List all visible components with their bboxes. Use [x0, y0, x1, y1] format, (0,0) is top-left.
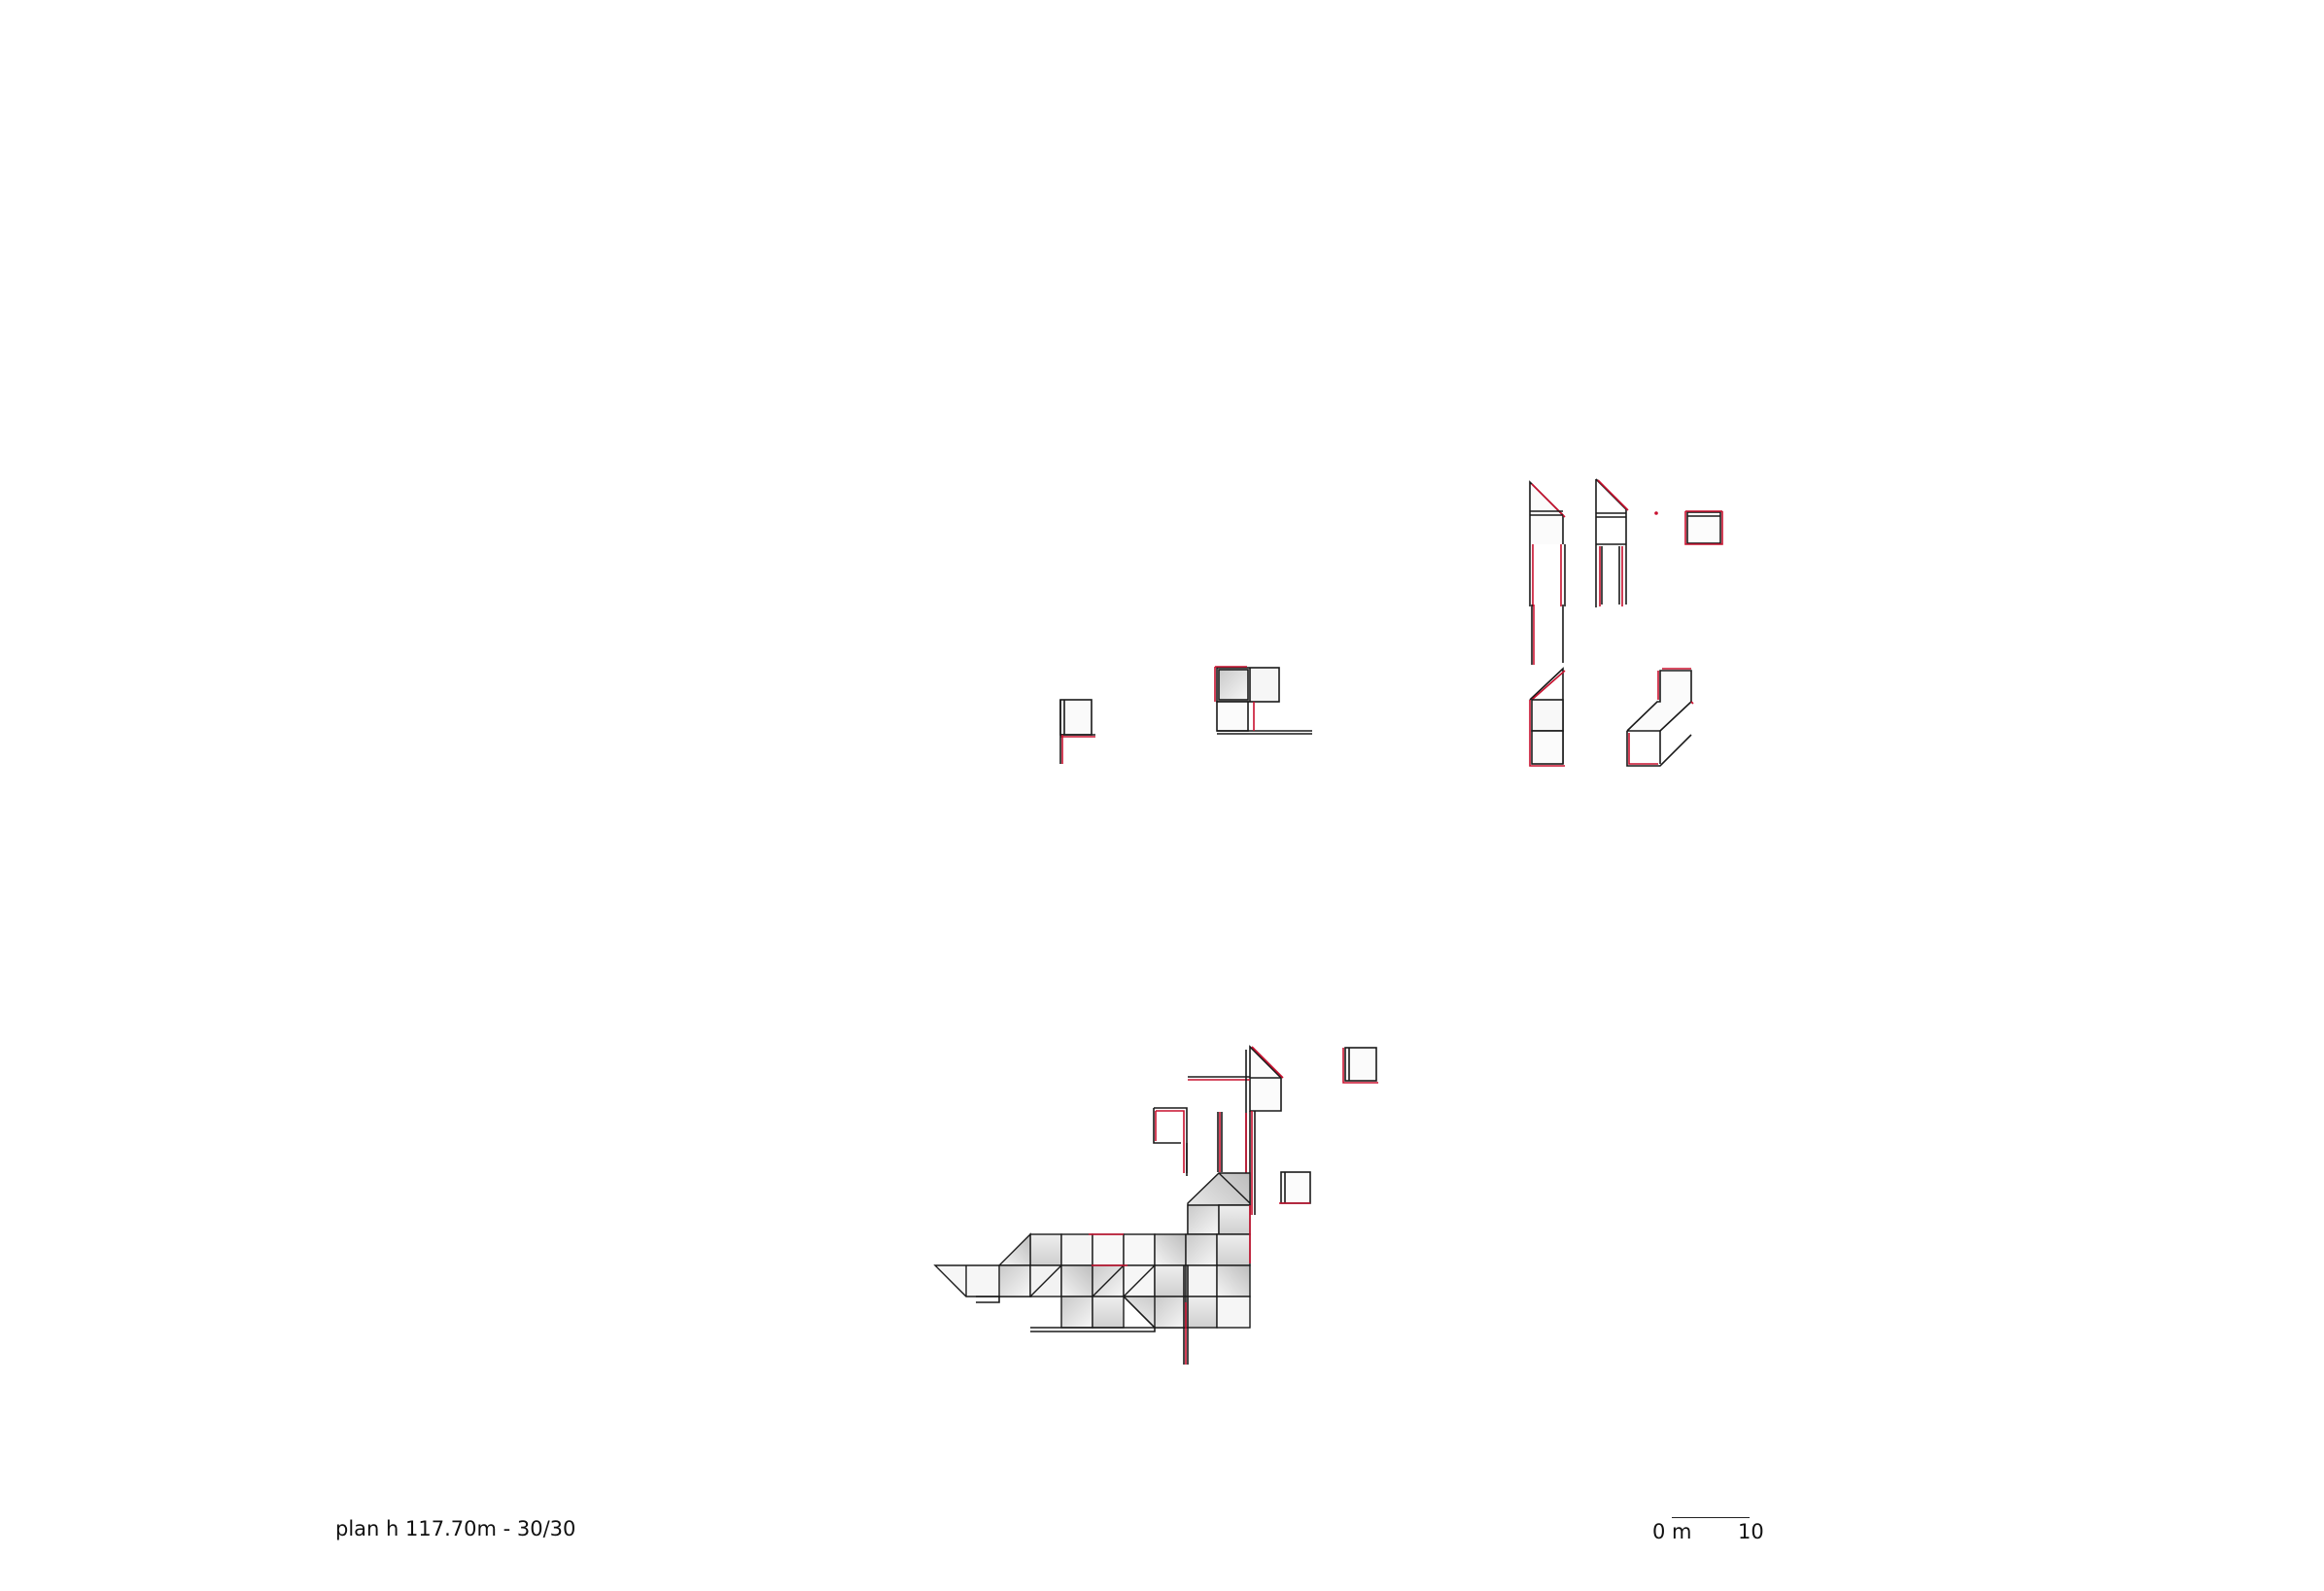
upper-right-tower-b	[1595, 478, 1629, 607]
upper-right-tower-a	[1529, 480, 1566, 606]
scale-bar-start-label: 0 m	[1652, 1520, 1692, 1543]
lower-main-slab	[933, 1172, 1251, 1329]
upper-middle-core	[1214, 666, 1312, 735]
lower-hook-left	[1153, 1107, 1223, 1176]
lower-walls	[976, 1205, 1251, 1365]
lower-box-right	[1342, 1047, 1378, 1084]
upper-right-tower-c	[1529, 605, 1566, 767]
scale-bar-end-label: 10	[1738, 1520, 1764, 1543]
upper-right-zigzag	[1626, 668, 1694, 767]
plan-caption: plan h 117.70m - 30/30	[335, 1517, 576, 1540]
lower-box-mid	[1279, 1171, 1311, 1204]
scale-bar-line	[1672, 1517, 1750, 1518]
upper-left-core	[1059, 699, 1095, 764]
upper-right-small-box	[1654, 510, 1723, 545]
